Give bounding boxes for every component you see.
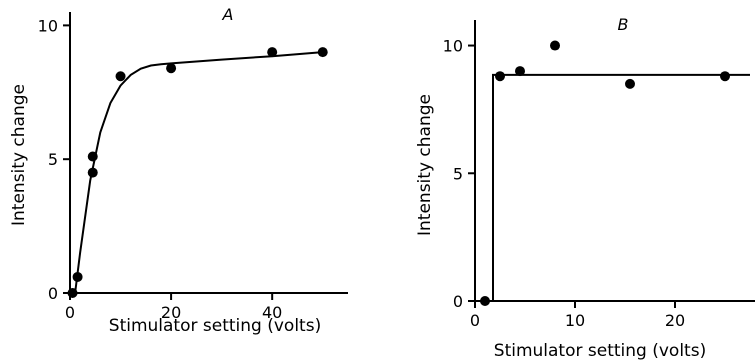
data-point	[720, 71, 730, 82]
data-point	[625, 78, 635, 89]
x-tick-label: 20	[161, 303, 181, 322]
data-point	[480, 296, 490, 306]
y-axis-label: Intensity change	[9, 84, 29, 226]
x-axis-label: Stimulator setting (volts)	[109, 316, 321, 336]
chart-panel-b: 0 5 10 0 10 20 B Stimulator setting (volts) Inte…	[415, 15, 755, 361]
y-tick-label: 0	[453, 292, 463, 311]
y-tick-label: 10	[38, 16, 58, 35]
x-axis-label: Stimulator setting (volts)	[494, 341, 706, 361]
y-tick-label: 10	[443, 37, 463, 56]
data-point	[515, 66, 525, 77]
data-point	[550, 40, 560, 51]
x-tick-label: 0	[470, 311, 480, 330]
y-tick-label: 5	[453, 164, 463, 183]
x-tick-label: 40	[262, 303, 282, 322]
y-tick-label: 0	[48, 284, 58, 303]
data-point	[115, 71, 126, 82]
data-point	[317, 47, 328, 58]
fit-line	[74, 51, 323, 294]
data-point	[495, 71, 505, 82]
data-point	[87, 151, 98, 162]
data-point	[72, 271, 83, 282]
x-tick-label: 0	[65, 303, 75, 322]
data-point	[166, 63, 177, 74]
fit-line	[492, 73, 750, 301]
chart-panel-a: 0 5 10 0 20 40 A Stimulator setting (volts) Inte…	[9, 5, 348, 336]
x-tick-label: 10	[565, 311, 585, 330]
panel-title: A	[222, 5, 234, 24]
y-tick-label: 5	[48, 150, 58, 169]
x-tick-label: 20	[665, 311, 685, 330]
y-axis-label: Intensity change	[415, 94, 435, 236]
data-point	[67, 288, 78, 298]
data-point	[87, 167, 98, 178]
data-point	[267, 47, 278, 58]
panel-title: B	[618, 15, 629, 34]
